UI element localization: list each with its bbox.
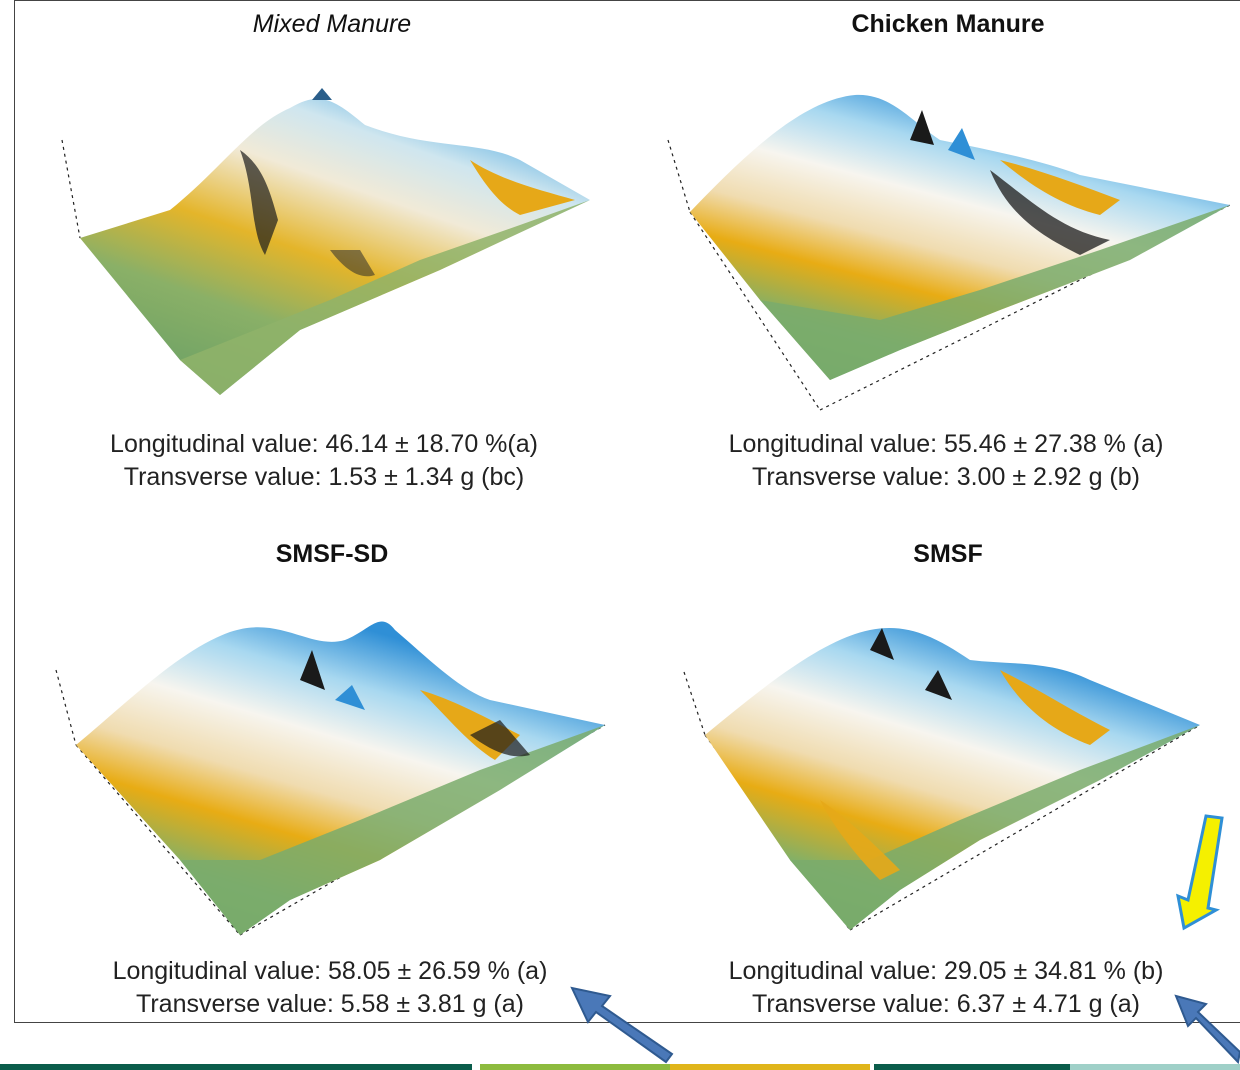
stats-smsf: Longitudinal value: 29.05 ± 34.81 % (b) … bbox=[646, 955, 1240, 1021]
panel-title-mixed-manure: Mixed Manure bbox=[252, 10, 412, 38]
transverse-value: Transverse value: 5.58 ± 3.81 g (a) bbox=[136, 990, 524, 1018]
blue-arrow-right bbox=[1174, 994, 1240, 1065]
panel-title-smsf-sd: SMSF-SD bbox=[275, 540, 389, 568]
surface-chicken-manure bbox=[667, 94, 1231, 411]
bar-segment-lime bbox=[480, 1064, 670, 1070]
longitudinal-value: Longitudinal value: 46.14 ± 18.70 %(a) bbox=[110, 430, 538, 458]
longitudinal-value: Longitudinal value: 58.05 ± 26.59 % (a) bbox=[112, 957, 548, 985]
stats-chicken-manure: Longitudinal value: 55.46 ± 27.38 % (a) … bbox=[646, 428, 1240, 494]
surface-smsf-sd bbox=[55, 621, 606, 936]
surface-mixed-manure bbox=[61, 88, 590, 395]
bottom-color-bar bbox=[0, 1064, 1240, 1070]
transverse-value: Transverse value: 1.53 ± 1.34 g (bc) bbox=[123, 463, 525, 491]
panel-title-chicken-manure: Chicken Manure bbox=[851, 10, 1045, 38]
transverse-value: Transverse value: 3.00 ± 2.92 g (b) bbox=[752, 463, 1140, 491]
panel-title-smsf: SMSF bbox=[913, 540, 983, 568]
bar-segment-teal bbox=[0, 1064, 472, 1070]
yellow-arrow-down bbox=[1176, 814, 1224, 931]
transverse-value: Transverse value: 6.37 ± 4.71 g (a) bbox=[752, 990, 1140, 1018]
blue-arrow-left bbox=[570, 986, 674, 1064]
stats-mixed-manure: Longitudinal value: 46.14 ± 18.70 %(a) T… bbox=[24, 428, 624, 494]
longitudinal-value: Longitudinal value: 29.05 ± 34.81 % (b) bbox=[728, 957, 1164, 985]
bar-segment-light bbox=[1070, 1064, 1240, 1070]
stats-smsf-sd: Longitudinal value: 58.05 ± 26.59 % (a) … bbox=[30, 955, 630, 1021]
longitudinal-value: Longitudinal value: 55.46 ± 27.38 % (a) bbox=[728, 430, 1164, 458]
bar-segment-teal-2 bbox=[874, 1064, 1070, 1070]
surface-smsf bbox=[683, 628, 1201, 931]
bar-segment-gold bbox=[670, 1064, 870, 1070]
